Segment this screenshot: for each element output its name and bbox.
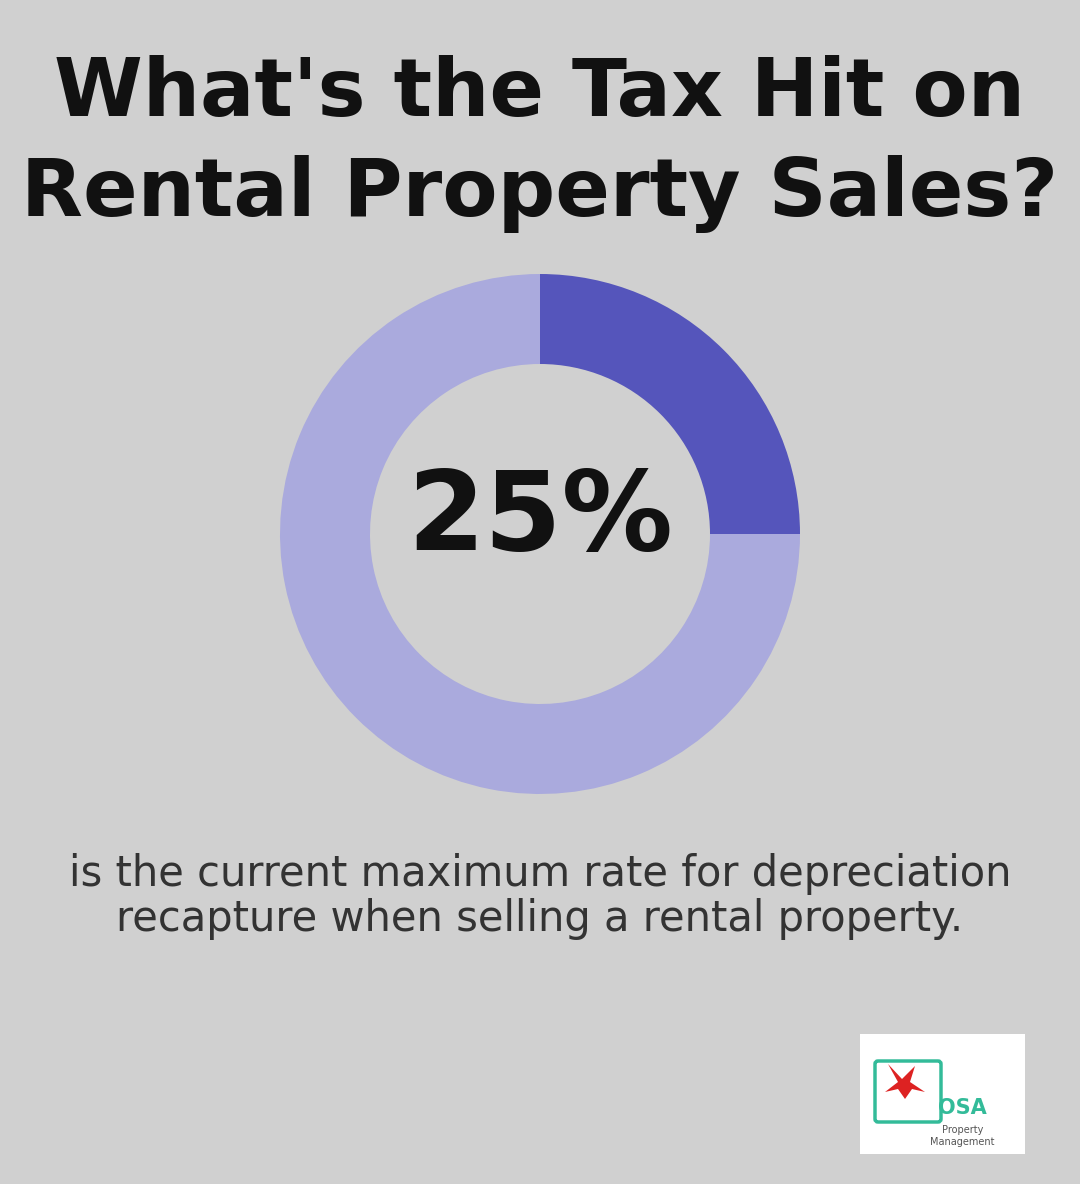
Text: is the current maximum rate for depreciation: is the current maximum rate for deprecia… [69, 852, 1011, 895]
Wedge shape [280, 274, 800, 794]
Text: Rental Property Sales?: Rental Property Sales? [22, 155, 1058, 233]
Text: Property
Management: Property Management [930, 1125, 995, 1147]
Polygon shape [885, 1064, 924, 1099]
FancyBboxPatch shape [860, 1034, 1025, 1154]
Text: What's the Tax Hit on: What's the Tax Hit on [54, 54, 1026, 133]
Text: recapture when selling a rental property.: recapture when selling a rental property… [117, 897, 963, 940]
Text: 25%: 25% [407, 465, 673, 573]
Text: OSA: OSA [937, 1099, 987, 1119]
Wedge shape [540, 274, 800, 534]
